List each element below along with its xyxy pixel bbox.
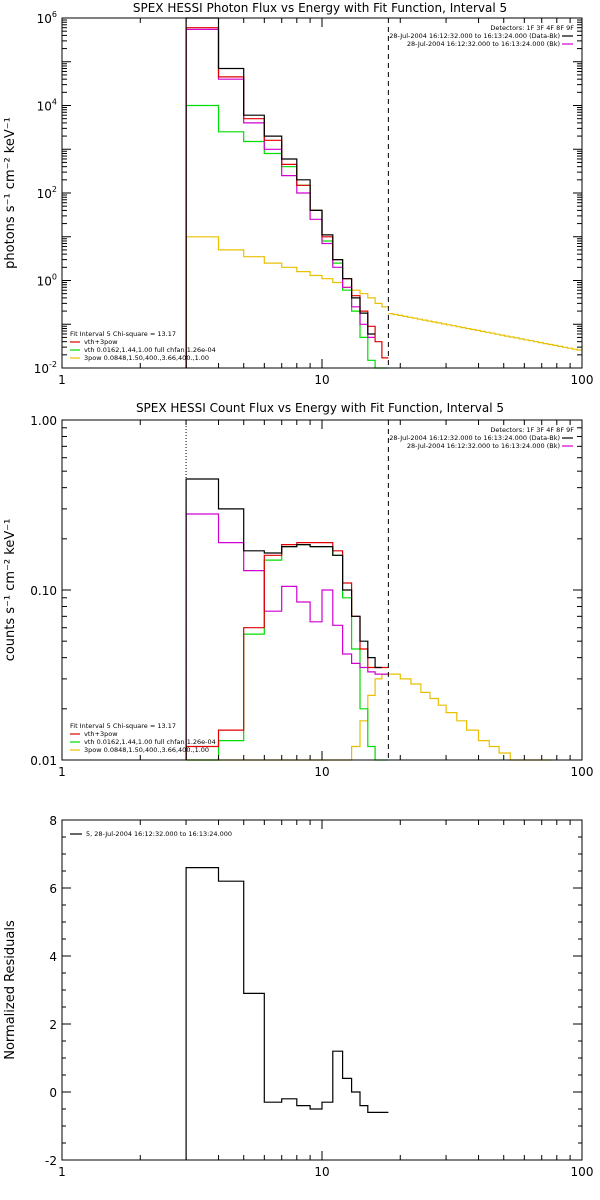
- series-pow-step: [185, 236, 389, 368]
- count-flux-chart-title: SPEX HESSI Count Flux vs Energy with Fit…: [136, 401, 504, 415]
- y-tick-label: 100: [37, 273, 57, 289]
- x-tick-label: 10: [314, 765, 329, 779]
- y-tick-label: 4: [49, 950, 57, 964]
- photon-flux-panel: SPEX HESSI Photon Flux vs Energy with Fi…: [3, 1, 593, 387]
- x-tick-label: 10: [314, 1165, 329, 1179]
- y-axis-label: photons s⁻¹ cm⁻² keV⁻¹: [3, 117, 18, 269]
- y-axis-label: counts s⁻¹ cm⁻² keV⁻¹: [3, 519, 18, 662]
- y-tick-label: 6: [49, 882, 57, 896]
- fit-legend-text: vth+3pow: [84, 730, 118, 738]
- x-tick-label: 100: [571, 765, 594, 779]
- x-tick-label: 10: [314, 373, 329, 387]
- y-tick-label: 1.00: [30, 414, 57, 428]
- legend-entry-text: 28-Jul-2004 16:12:32.000 to 16:13:24.000…: [407, 442, 560, 450]
- y-tick-base: 10: [37, 12, 52, 26]
- x-tick-label: 1: [58, 373, 66, 387]
- x-tick-label: 100: [571, 373, 594, 387]
- series-pow-tail-step: [388, 673, 553, 761]
- x-tick-label: 1: [58, 1165, 66, 1179]
- fit-legend-text: 3pow 0.0848,1.50,400.,3.66,400.,1.00: [84, 746, 209, 754]
- legend-entry-text: 28-Jul-2004 16:12:32.000 to 16:13:24.000…: [389, 434, 560, 442]
- y-tick-base: 10: [37, 100, 52, 114]
- y-axis-label: Normalized Residuals: [3, 920, 18, 1060]
- legend-entry-text: 28-Jul-2004 16:12:32.000 to 16:13:24.000…: [407, 40, 560, 48]
- y-tick-base: 10: [37, 275, 52, 289]
- fit-legend-text: vth+3pow: [84, 338, 118, 346]
- y-tick-exponent: 0: [52, 273, 57, 282]
- y-tick-label: 8: [49, 814, 57, 828]
- fit-legend-text: vth 0.0162,1.44,1.00 full chfan 1.26e-04: [84, 738, 216, 746]
- series-data-step: [185, 478, 382, 760]
- series-total-step: [185, 542, 389, 760]
- y-tick-label: 10-2: [34, 360, 57, 376]
- y-tick-base: 10: [34, 362, 49, 376]
- series-bk-step: [185, 28, 376, 368]
- y-tick-label: 106: [37, 10, 57, 26]
- fit-legend-header: Fit Interval 5 Chi-square = 13.17: [70, 330, 176, 338]
- y-tick-label: 0.01: [30, 754, 57, 768]
- fit-legend-text: vth 0.0162,1.44,1.00 full chfan 1.26e-04: [84, 346, 216, 354]
- y-tick-label: 2: [49, 1018, 57, 1032]
- y-tick-label: 0.10: [30, 584, 57, 598]
- residuals-panel: 1 10 100 -2 0 2 4 6 8 Normalized Residuals 5, 28-J…: [3, 814, 593, 1179]
- y-tick-label: -2: [45, 1154, 57, 1168]
- legend-entry-text: 28-Jul-2004 16:12:32.000 to 16:13:24.000…: [389, 32, 560, 40]
- series-bk-step: [185, 513, 389, 760]
- plot-frame: [61, 17, 583, 369]
- y-tick-label: 0: [49, 1086, 57, 1100]
- y-tick-exponent: 4: [52, 98, 57, 107]
- x-tick-label: 100: [571, 1165, 594, 1179]
- series-total-step: [185, 27, 389, 368]
- y-tick-base: 10: [37, 187, 52, 201]
- count-flux-panel: SPEX HESSI Count Flux vs Energy with Fit…: [3, 401, 593, 779]
- y-tick-exponent: 2: [52, 185, 57, 194]
- series-data-step: [185, 17, 376, 368]
- y-tick-label: 104: [37, 98, 57, 114]
- series-data-step: [185, 867, 389, 1160]
- legend-entry-text: 5, 28-Jul-2004 16:12:32.000 to 16:13:24.…: [86, 830, 232, 838]
- fit-legend-header: Fit Interval 5 Chi-square = 13.17: [70, 722, 176, 730]
- y-tick-label: 102: [37, 185, 57, 201]
- y-tick-exponent: -2: [49, 360, 57, 369]
- series-pow-tail-step: [388, 313, 582, 351]
- legend-detectors: Detectors: 1F 3F 4F 8F 9F: [490, 24, 574, 32]
- fit-legend-text: 3pow 0.0848,1.50,400.,3.66,400.,1.00: [84, 354, 209, 362]
- legend-detectors: Detectors: 1F 3F 4F 8F 9F: [490, 426, 574, 434]
- x-tick-label: 1: [58, 765, 66, 779]
- y-tick-exponent: 6: [52, 10, 57, 19]
- photon-flux-chart-title: SPEX HESSI Photon Flux vs Energy with Fi…: [133, 1, 507, 15]
- series-pow-step: [186, 673, 389, 761]
- series-vth-step: [186, 544, 389, 761]
